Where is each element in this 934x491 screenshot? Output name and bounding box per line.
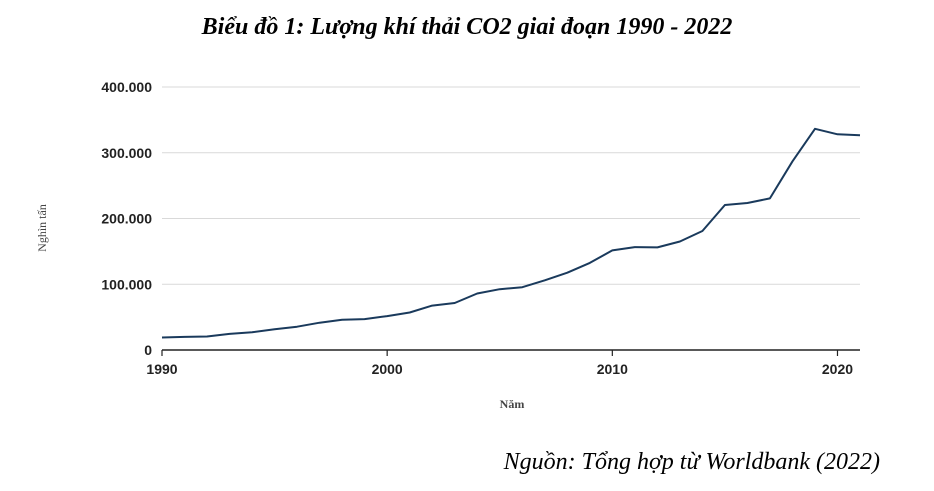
y-tick-label: 200.000 [101, 211, 152, 227]
chart-source: Nguồn: Tổng hợp từ Worldbank (2022) [503, 449, 880, 475]
y-tick-label: 400.000 [101, 79, 152, 95]
x-tick-label: 2000 [372, 361, 403, 377]
y-tick-label: 100.000 [101, 276, 152, 292]
x-tick-label: 2020 [822, 361, 853, 377]
chart-title: Biểu đồ 1: Lượng khí thải CO2 giai đoạn … [201, 14, 733, 40]
series-line-0 [161, 127, 861, 339]
x-axis-label: Năm [500, 397, 525, 411]
y-axis-ticks: 0 100.000 200.000 300.000 400.000 [101, 79, 152, 358]
x-axis: 1990 2000 2010 2020 [146, 349, 860, 377]
series-group [161, 127, 861, 339]
y-axis-label: Nghìn tấn [35, 204, 49, 252]
grid-lines [162, 86, 860, 285]
x-tick-label: 1990 [146, 361, 177, 377]
y-tick-label: 0 [144, 342, 152, 358]
y-tick-label: 300.000 [101, 145, 152, 161]
x-tick-label: 2010 [597, 361, 628, 377]
